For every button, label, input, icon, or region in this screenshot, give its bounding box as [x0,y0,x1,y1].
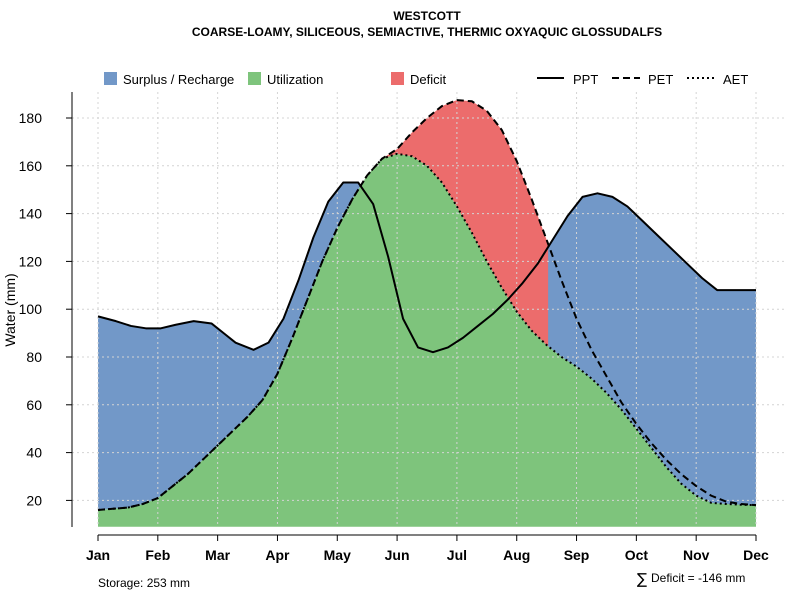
x-tick-label: Sep [564,547,590,563]
y-tick-label: 60 [26,397,42,413]
series-line-pet [97,99,757,511]
legend-swatch-deficit [391,72,404,85]
y-tick-label: 140 [19,206,43,222]
x-tick-label: May [324,547,351,563]
y-tick-label: 120 [19,253,43,269]
legend-label-utilization: Utilization [267,72,323,87]
y-tick-label: 180 [19,110,43,126]
chart-title: WESTCOTT [393,9,461,23]
x-tick-label: Jan [86,547,110,563]
series-line-aet [97,152,757,511]
surplus-area [98,182,756,510]
legend-label-aet: AET [723,72,748,87]
y-tick-label: 40 [26,445,42,461]
legend-label-surplus: Surplus / Recharge [123,72,234,87]
legend: Surplus / Recharge Utilization Deficit P… [104,72,748,87]
y-tick-label: 80 [26,349,42,365]
y-tick-label: 100 [19,301,43,317]
plot-area: 20 40 60 80 100 120 140 160 180 Jan Feb Mar Apr May Ju… [19,92,784,563]
series-line-ppt [97,181,756,354]
y-tick-label: 160 [19,158,43,174]
chart-subtitle: COARSE-LOAMY, SILICEOUS, SEMIACTIVE, THE… [192,25,662,39]
legend-label-ppt: PPT [573,72,598,87]
y-tick-label: 20 [26,492,42,508]
x-tick-label: Apr [265,547,290,563]
x-tick-label: Dec [743,547,769,563]
x-tick-label: Oct [625,547,649,563]
legend-swatch-surplus [104,72,117,85]
y-axis-label: Water (mm) [2,273,18,346]
legend-swatch-utilization [248,72,261,85]
x-tick-label: Jun [385,547,410,563]
sum-symbol-icon: ∑ [637,570,647,588]
x-tick-label: Aug [503,547,530,563]
legend-label-deficit: Deficit [410,72,447,87]
legend-label-pet: PET [648,72,673,87]
utilization-area [98,153,756,527]
deficit-area [385,100,549,347]
x-tick-label: Nov [683,547,710,563]
x-tick-label: Feb [145,547,170,563]
storage-annotation: Storage: 253 mm [98,576,190,590]
x-tick-label: Jul [447,547,467,563]
deficit-annotation: Deficit = -146 mm [651,571,745,585]
x-tick-label: Mar [205,547,230,563]
